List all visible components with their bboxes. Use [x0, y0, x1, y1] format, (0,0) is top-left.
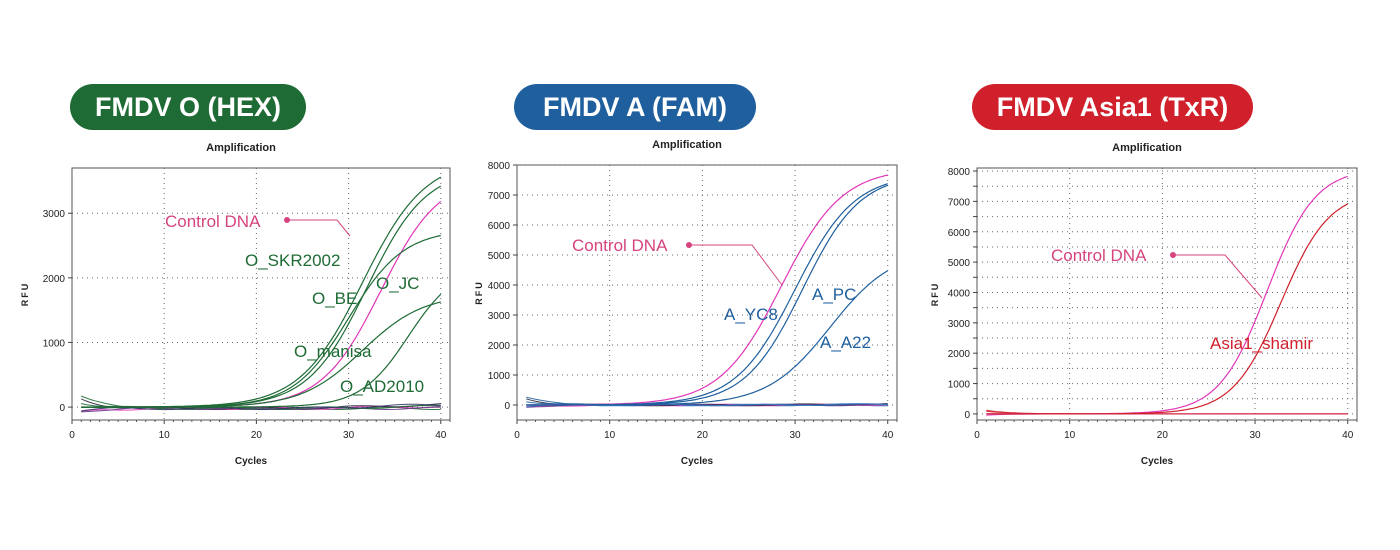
x-tick-label: 20: [251, 430, 263, 441]
y-tick-label: 8000: [948, 167, 971, 178]
x-tick-label: 0: [974, 430, 980, 441]
annotation-o-jc: O_JC: [376, 274, 419, 293]
annotation-o-manisa: O_manisa: [294, 342, 372, 361]
badge-fmdv-asia1: FMDV Asia1 (TxR): [972, 84, 1253, 130]
y-tick-label: 2000: [488, 341, 511, 352]
annotation-o-be: O_BE: [312, 289, 357, 308]
y-tick-label: 6000: [948, 228, 971, 239]
chart-fmdv-a: Amplification 0 10 20 30 40 0 1000 2000 3000 4000 5…: [474, 139, 898, 467]
x-tick-label: 30: [789, 430, 801, 441]
y-tick-label: 0: [59, 403, 65, 414]
y-tick-label: 0: [504, 401, 510, 412]
x-tick-label: 40: [882, 430, 894, 441]
x-tick-label: 10: [159, 430, 171, 441]
y-tick-label: 3000: [948, 319, 971, 330]
annotation-leader: [689, 244, 783, 286]
annotation-a-yc8: A_YC8: [724, 305, 778, 324]
annotation-leader: [287, 219, 351, 237]
annotation-control-dna: Control DNA: [1051, 246, 1147, 265]
x-tick-label: 40: [435, 430, 447, 441]
annotation-leader: [1173, 254, 1263, 299]
annotation-control-dna: Control DNA: [165, 212, 261, 231]
panel-fmdv-a: FMDV A (FAM) Amplification 0 10 20 30 40 0 1000…: [460, 0, 920, 550]
x-tick-label: 0: [69, 430, 75, 441]
annotation-a-a22: A_A22: [820, 333, 871, 352]
y-tick-label: 8000: [488, 161, 511, 172]
chart-fmdv-o: Amplification 0 10 20 30 40 0 1000 2000 3000 Cycle…: [20, 142, 451, 467]
y-tick-label: 1000: [948, 380, 971, 391]
y-tick-label: 3000: [488, 311, 511, 322]
series-line-a-a22: [526, 270, 889, 406]
series-line-asia1-shamir: [986, 203, 1348, 415]
plot-frame: [976, 167, 1358, 421]
x-tick-label: 30: [343, 430, 355, 441]
x-tick-label: 0: [514, 430, 520, 441]
series-line-control-dna: [986, 175, 1348, 415]
plot-frame: [71, 167, 451, 421]
y-tick-label: 4000: [488, 281, 511, 292]
chart-title: Amplification: [206, 142, 276, 154]
x-tick-label: 10: [604, 430, 616, 441]
annotation-a-pc: A_PC: [812, 285, 856, 304]
y-tick-label: 2000: [43, 274, 66, 285]
annotation-dot: [686, 242, 692, 248]
y-tick-label: 3000: [43, 209, 66, 220]
x-tick-label: 40: [1342, 430, 1354, 441]
annotation-o-ad2010: O_AD2010: [340, 377, 424, 396]
badge-fmdv-o: FMDV O (HEX): [70, 84, 306, 130]
panel-fmdv-o: FMDV O (HEX) Amplification 0 10 20 30 40 0 1000…: [0, 0, 460, 550]
y-tick-label: 4000: [948, 288, 971, 299]
series-line-o-ad2010: [81, 293, 442, 408]
badge-fmdv-a: FMDV A (FAM): [514, 84, 756, 130]
chart-fmdv-asia1: Amplification 0 10 20 30 40 0 1000 2000 3000 4000 5…: [930, 142, 1358, 467]
x-axis-label: Cycles: [1141, 456, 1174, 467]
x-axis-label: Cycles: [681, 456, 714, 467]
annotation-asia1-shamir: Asia1_shamir: [1210, 334, 1313, 353]
y-tick-label: 5000: [488, 251, 511, 262]
y-tick-label: 6000: [488, 221, 511, 232]
annotation-control-dna: Control DNA: [572, 236, 668, 255]
y-axis-label: RFU: [930, 282, 940, 307]
y-tick-label: 7000: [488, 191, 511, 202]
x-tick-label: 20: [697, 430, 709, 441]
y-axis-label: RFU: [20, 282, 30, 307]
series-line-o-jc: [81, 185, 442, 408]
x-axis-label: Cycles: [235, 456, 268, 467]
y-tick-label: 0: [964, 410, 970, 421]
chart-title: Amplification: [1112, 142, 1182, 154]
panel-fmdv-asia1: FMDV Asia1 (TxR) Amplification 0 10 20 30 40 0…: [920, 0, 1380, 550]
annotation-dot: [284, 217, 290, 223]
x-tick-label: 20: [1157, 430, 1169, 441]
annotation-o-skr2002: O_SKR2002: [245, 251, 340, 270]
baseline-trace: [81, 403, 441, 412]
y-tick-label: 5000: [948, 258, 971, 269]
x-tick-label: 30: [1249, 430, 1261, 441]
y-tick-label: 1000: [488, 371, 511, 382]
annotation-dot: [1170, 252, 1176, 258]
chart-title: Amplification: [652, 139, 722, 151]
y-tick-label: 2000: [948, 349, 971, 360]
y-tick-label: 7000: [948, 197, 971, 208]
y-tick-label: 1000: [43, 338, 66, 349]
x-tick-label: 10: [1064, 430, 1076, 441]
y-axis-label: RFU: [474, 280, 484, 305]
